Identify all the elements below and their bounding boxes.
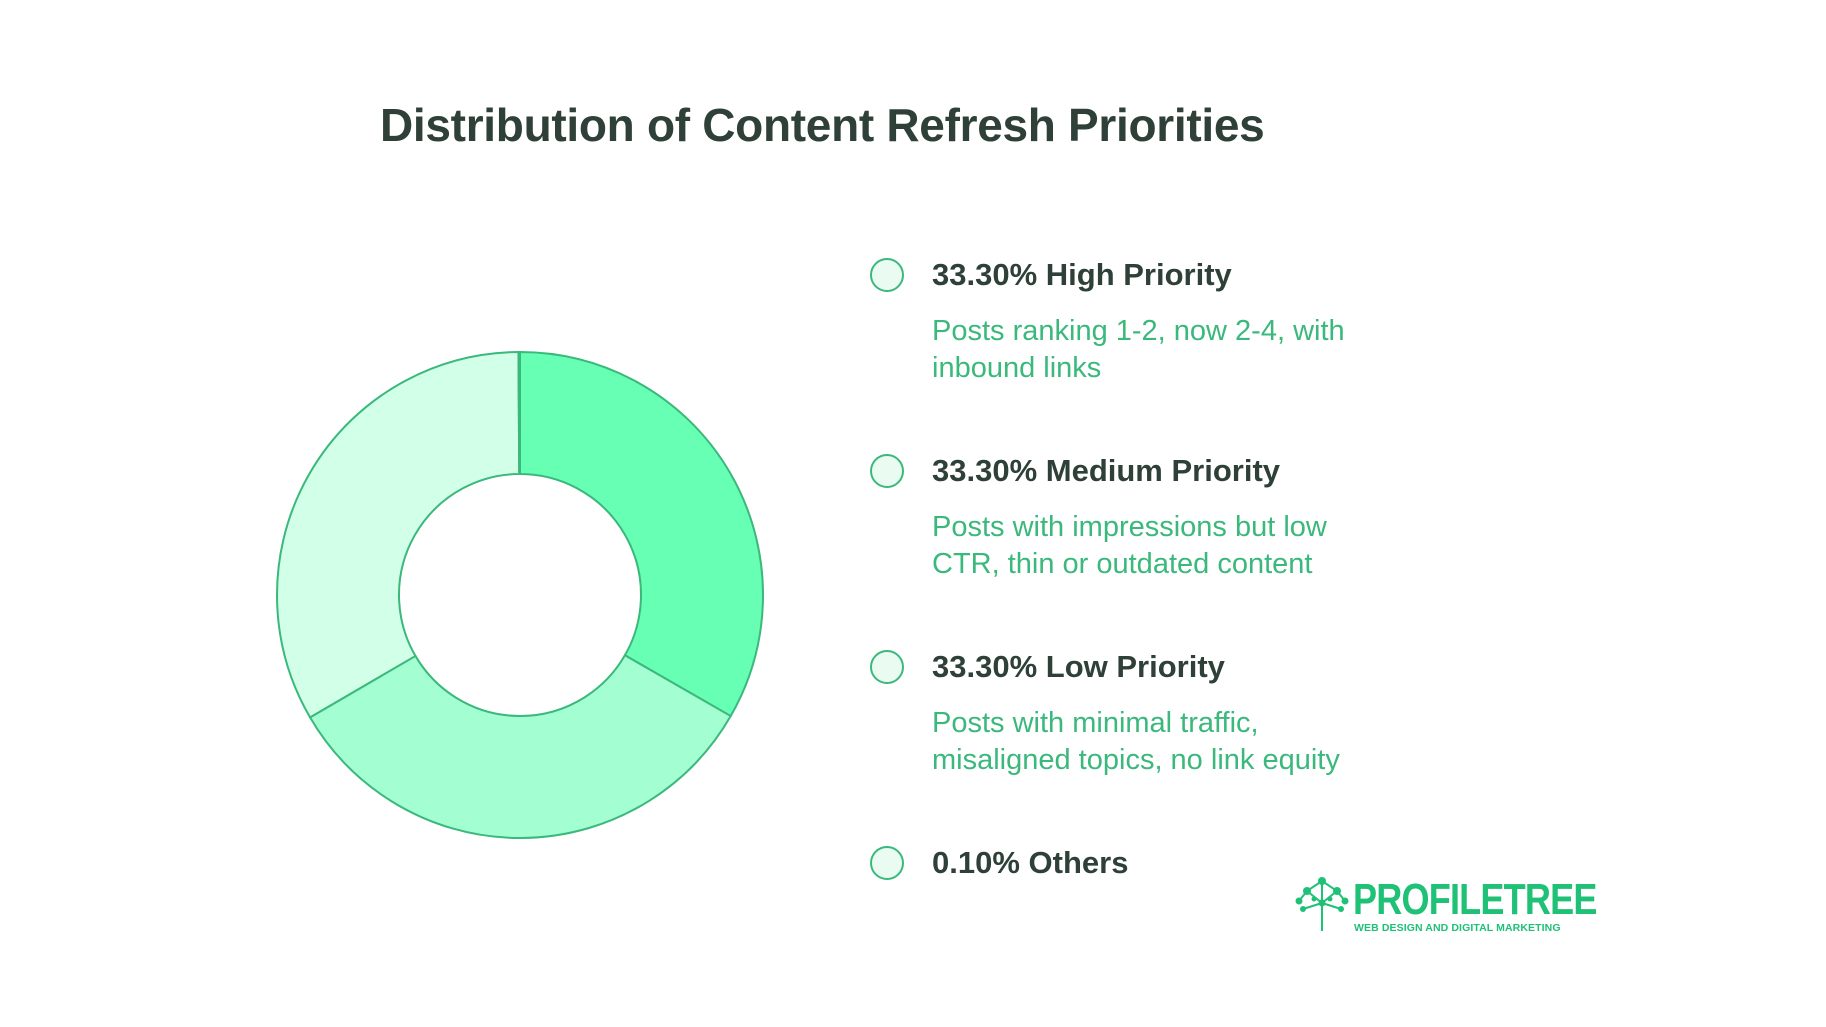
legend-marker-icon: [870, 650, 904, 684]
legend-item-medium: 33.30% Medium Priority Posts with impres…: [870, 451, 1490, 583]
legend-marker-icon: [870, 454, 904, 488]
chart-title: Distribution of Content Refresh Prioriti…: [380, 99, 1265, 151]
donut-slice-high-priority: [519, 350, 764, 718]
legend-label: 33.30% High Priority: [932, 257, 1232, 292]
profiletree-logo: PROFILETREE WEB DESIGN AND DIGITAL MARKE…: [1295, 873, 1597, 935]
donut-slice-low-priority: [276, 350, 521, 719]
legend-description: Posts ranking 1-2, now 2-4, with inbound…: [932, 315, 1345, 384]
tree-icon: [1295, 877, 1349, 931]
legend-label: 33.30% Medium Priority: [932, 453, 1281, 488]
donut-slice-others: [517, 350, 521, 476]
legend-item-others: 0.10% Others: [870, 843, 1490, 883]
logo-tagline: WEB DESIGN AND DIGITAL MARKETING: [1354, 922, 1561, 934]
legend-description: Posts with minimal traffic, misaligned t…: [932, 707, 1340, 776]
donut-slice-medium-priority: [308, 653, 733, 839]
legend-marker-icon: [870, 846, 904, 880]
legend-item-high: 33.30% High Priority Posts ranking 1-2, …: [870, 255, 1490, 387]
legend-description: Posts with impressions but low CTR, thin…: [932, 511, 1327, 580]
legend-marker-icon: [870, 258, 904, 292]
legend-label: 0.10% Others: [932, 845, 1129, 880]
donut-chart: [276, 350, 764, 839]
chart-legend: 33.30% High Priority Posts ranking 1-2, …: [870, 255, 1490, 883]
logo-wordmark: PROFILETREE: [1353, 875, 1597, 924]
legend-label: 33.30% Low Priority: [932, 649, 1225, 684]
legend-item-low: 33.30% Low Priority Posts with minimal t…: [870, 647, 1490, 779]
